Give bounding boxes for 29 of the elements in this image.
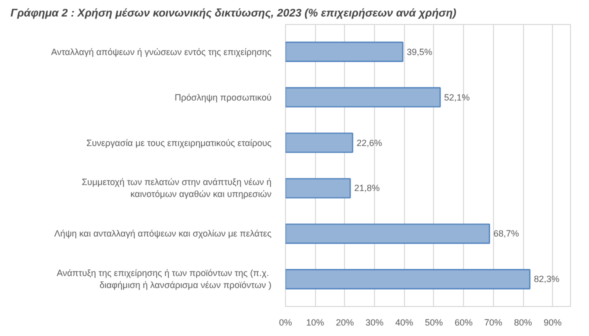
x-tick-label: 0% — [278, 318, 292, 328]
x-tick-label: 20% — [336, 318, 354, 328]
data-label: 21,8% — [354, 183, 380, 194]
data-label: 39,5% — [406, 46, 432, 57]
x-tick-label: 70% — [484, 318, 502, 328]
data-label: 68,7% — [493, 228, 519, 239]
x-tick-label: 90% — [544, 318, 562, 328]
x-tick-label: 40% — [395, 318, 414, 328]
bar — [286, 178, 351, 198]
y-tick-label: Συνεργασία με τους επιχειρηματικούς εταίρους — [86, 138, 272, 148]
x-tick-label: 80% — [514, 318, 532, 328]
bar — [286, 132, 354, 153]
data-label: 22,6% — [356, 138, 382, 148]
x-tick-label: 30% — [366, 318, 384, 328]
x-tick-label: 50% — [424, 318, 443, 328]
bar — [286, 87, 441, 108]
x-tick-label: 10% — [306, 318, 324, 328]
bar — [286, 42, 404, 62]
y-tick-label: Λήψη και ανταλλαγή απόψεων και σχολίων με πελάτες — [54, 228, 272, 239]
y-tick-label: Πρόσληψη προσωπικού — [174, 92, 272, 102]
chart-title: Γράφημα 2 : Χρήση μέσων κοινωνικής δικτύωσης, 2023 (% επιχειρήσεων ανά χρήση) — [10, 8, 457, 20]
x-tick-label: 60% — [454, 318, 473, 328]
bar — [286, 269, 530, 290]
y-tick-label: Ανάπτυξη της επιχείρησης ή των προϊόντων της (π.χ. διαφήμιση ή λανσάρισμα νέων προϊόντων ) — [56, 268, 272, 290]
y-tick-label: Συμμετοχή των πελατών στην ανάπτυξη νέων ή καινοτόμων αγαθών και υπηρεσιών — [82, 177, 272, 200]
data-label: 82,3% — [534, 274, 560, 284]
y-tick-label: Ανταλλαγή απόψεων ή γνώσεων εντός της επιχείρησης — [51, 46, 272, 57]
data-label: 52,1% — [444, 92, 470, 102]
bar — [286, 224, 490, 244]
